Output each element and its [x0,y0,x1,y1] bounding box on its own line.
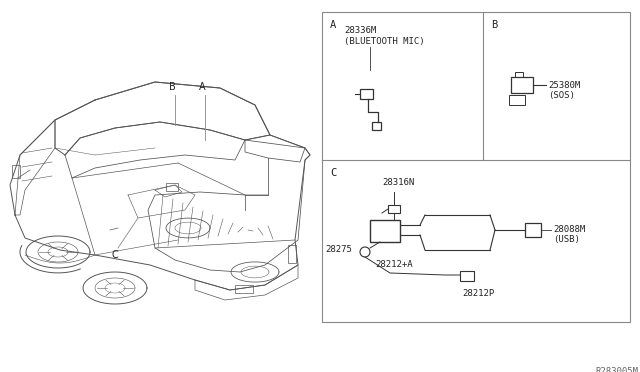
Bar [370,220,400,242]
Text: A: A [330,20,336,30]
Text: 25380M: 25380M [548,81,580,90]
Bar [166,183,178,191]
Text: 28212P: 28212P [462,289,494,298]
Text: B: B [168,82,175,92]
Text: C: C [330,168,336,178]
Bar [388,205,400,213]
Bar [515,72,523,77]
Text: (BLUETOOTH MIC): (BLUETOOTH MIC) [344,37,424,46]
Bar [288,245,296,263]
Text: 28212+A: 28212+A [375,260,413,269]
Bar [460,271,474,281]
Bar [360,89,373,99]
Text: (USB): (USB) [553,235,580,244]
Text: 28336M: 28336M [344,26,376,35]
Text: (SOS): (SOS) [548,91,575,100]
Bar [12,165,20,178]
Text: R283005M: R283005M [595,367,638,372]
Bar [372,122,381,130]
Bar [511,77,533,93]
Text: A: A [198,82,205,92]
Text: 28088M: 28088M [553,225,585,234]
Text: C: C [111,250,118,260]
Bar [509,95,525,105]
Text: 28275: 28275 [325,246,352,254]
Bar [235,285,253,293]
Bar [525,223,541,237]
Bar [322,12,630,322]
Text: B: B [491,20,497,30]
Text: 28316N: 28316N [382,178,414,187]
